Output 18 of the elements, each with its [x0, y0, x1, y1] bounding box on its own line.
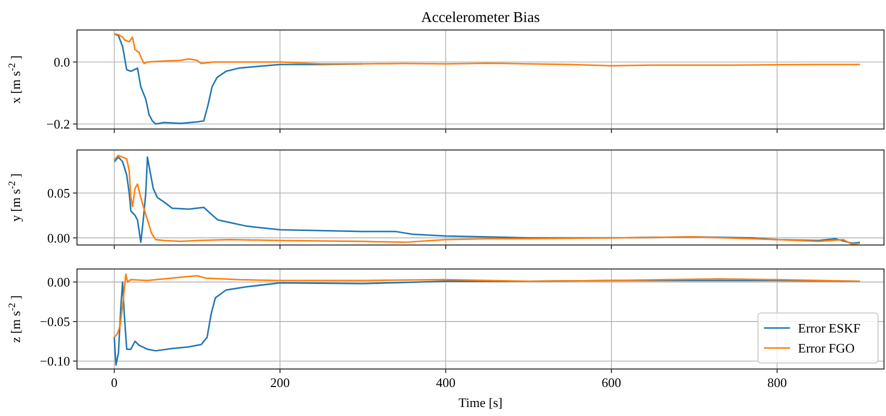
y-tick-label: −0.10 — [40, 354, 70, 369]
chart-title: Accelerometer Bias — [421, 10, 540, 26]
line-series — [114, 273, 861, 338]
y-tick-label: 0.00 — [47, 274, 70, 290]
y-tick-label: 0.05 — [47, 186, 70, 201]
legend-label: Error ESKF — [798, 320, 860, 336]
x-tick-label: 800 — [767, 375, 787, 390]
y-tick-label: −0.2 — [46, 116, 70, 132]
x-axis-title: Time [s] — [458, 395, 502, 410]
y-tick-label: −0.05 — [40, 314, 70, 330]
y-tick-label: 0.0 — [54, 54, 70, 70]
x-tick-label: 600 — [602, 375, 622, 390]
line-series — [114, 33, 861, 66]
x-tick-label: 0 — [111, 375, 118, 390]
legend-label: Error FGO — [798, 340, 855, 356]
y-tick-label: 0.00 — [47, 230, 70, 246]
x-tick-label: 200 — [270, 375, 290, 390]
x-tick-label: 400 — [436, 375, 456, 390]
